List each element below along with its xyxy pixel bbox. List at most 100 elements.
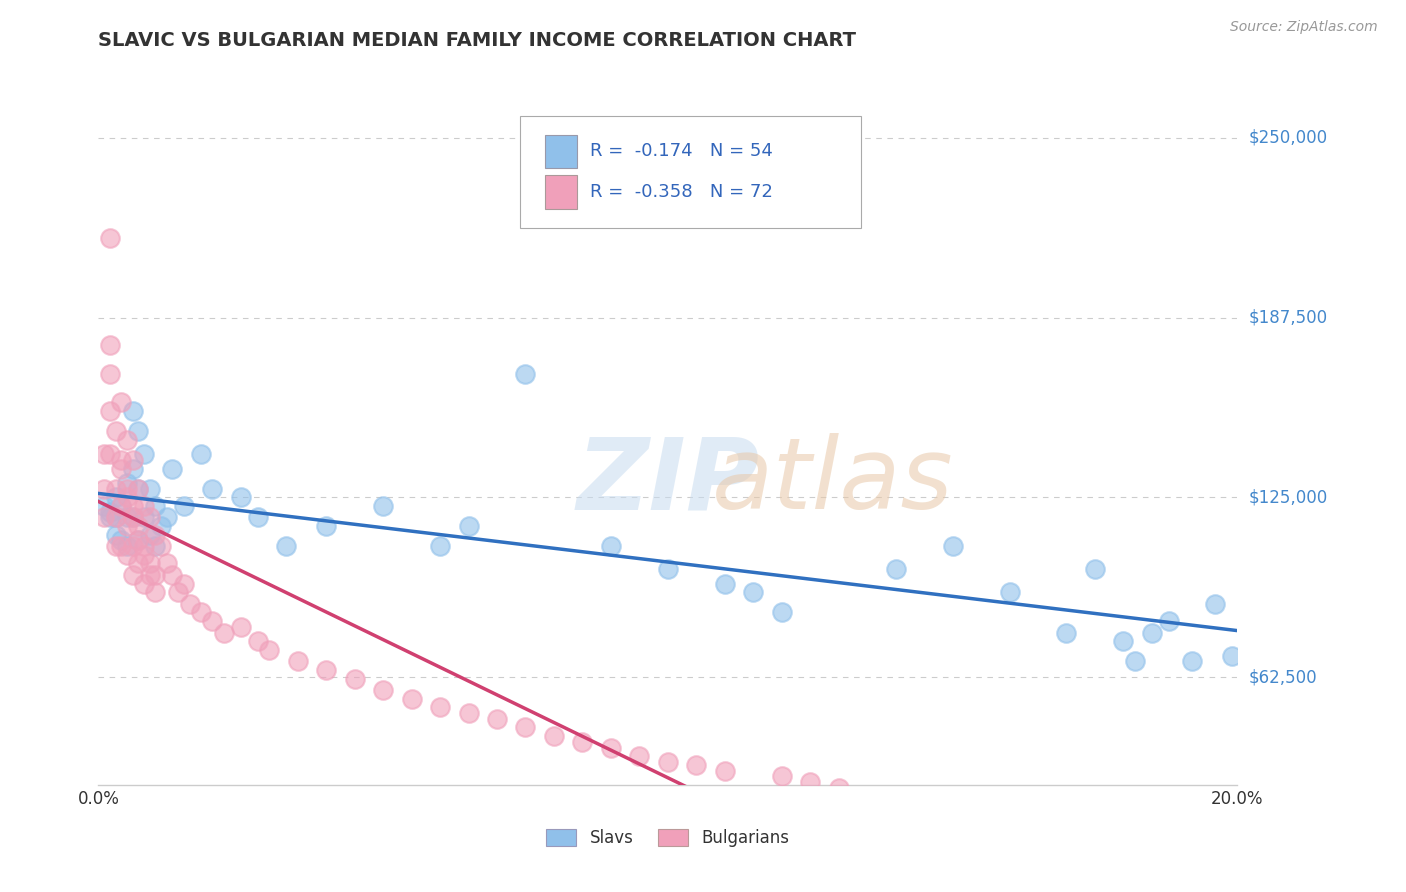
Point — [110, 453, 132, 467]
Point — [115, 510, 138, 524]
Point — [138, 568, 160, 582]
Point — [121, 499, 143, 513]
Point — [343, 672, 366, 686]
Point — [1112, 634, 1135, 648]
Point — [110, 499, 132, 513]
Point — [628, 749, 651, 764]
Point — [162, 461, 184, 475]
Point — [1157, 614, 1180, 628]
Point — [212, 625, 235, 640]
Point — [138, 482, 160, 496]
Point — [515, 367, 537, 381]
Point — [127, 424, 149, 438]
Point — [115, 482, 138, 496]
Point — [657, 755, 679, 769]
Point — [138, 527, 160, 541]
Point — [145, 568, 167, 582]
Point — [115, 491, 138, 505]
Point — [121, 404, 143, 418]
Point — [150, 519, 173, 533]
Point — [110, 539, 132, 553]
Point — [115, 475, 138, 490]
Point — [115, 539, 138, 553]
Text: $125,000: $125,000 — [1249, 488, 1327, 507]
Point — [127, 533, 149, 548]
Point — [287, 654, 309, 668]
Point — [132, 539, 155, 553]
Point — [127, 533, 149, 548]
Point — [127, 557, 149, 571]
Point — [1220, 648, 1243, 663]
Point — [104, 510, 127, 524]
Point — [121, 510, 143, 524]
Point — [998, 585, 1021, 599]
Point — [93, 499, 115, 513]
Point — [132, 499, 155, 513]
Point — [138, 510, 160, 524]
Point — [93, 447, 115, 461]
Text: $62,500: $62,500 — [1249, 668, 1317, 686]
Point — [138, 557, 160, 571]
Point — [121, 461, 143, 475]
Point — [104, 424, 127, 438]
Point — [98, 505, 121, 519]
Point — [127, 519, 149, 533]
Text: $187,500: $187,500 — [1249, 309, 1327, 326]
Point — [543, 729, 565, 743]
Point — [98, 447, 121, 461]
Point — [115, 433, 138, 447]
Point — [98, 367, 121, 381]
Point — [115, 519, 138, 533]
Point — [429, 539, 451, 553]
FancyBboxPatch shape — [520, 115, 862, 228]
Point — [315, 519, 337, 533]
Point — [457, 519, 479, 533]
Text: ZIP: ZIP — [576, 434, 759, 531]
Point — [121, 568, 143, 582]
Point — [145, 527, 167, 541]
Point — [486, 712, 509, 726]
Point — [714, 576, 737, 591]
Point — [229, 620, 252, 634]
Point — [770, 606, 793, 620]
Point — [401, 691, 423, 706]
Point — [770, 769, 793, 783]
Point — [1204, 597, 1226, 611]
Text: R =  -0.358   N = 72: R = -0.358 N = 72 — [591, 183, 773, 201]
Point — [276, 539, 298, 553]
Point — [179, 597, 201, 611]
Point — [121, 510, 143, 524]
Point — [145, 539, 167, 553]
Point — [98, 231, 121, 245]
Point — [1140, 625, 1163, 640]
Point — [457, 706, 479, 720]
Point — [229, 491, 252, 505]
Point — [1084, 562, 1107, 576]
Point — [98, 510, 121, 524]
Point — [714, 764, 737, 778]
Point — [657, 562, 679, 576]
Point — [173, 576, 195, 591]
Point — [742, 585, 765, 599]
Point — [373, 499, 395, 513]
Point — [167, 585, 190, 599]
Point — [190, 447, 212, 461]
Point — [173, 499, 195, 513]
Point — [156, 557, 179, 571]
Point — [145, 585, 167, 599]
Point — [259, 642, 281, 657]
Point — [110, 499, 132, 513]
Point — [132, 510, 155, 524]
Point — [685, 757, 707, 772]
Point — [828, 780, 851, 795]
Point — [104, 482, 127, 496]
Text: SLAVIC VS BULGARIAN MEDIAN FAMILY INCOME CORRELATION CHART: SLAVIC VS BULGARIAN MEDIAN FAMILY INCOME… — [98, 31, 856, 50]
Point — [127, 482, 149, 496]
FancyBboxPatch shape — [546, 175, 576, 209]
Point — [1123, 654, 1146, 668]
Point — [373, 683, 395, 698]
Point — [515, 721, 537, 735]
Point — [162, 568, 184, 582]
Point — [110, 395, 132, 409]
Point — [93, 482, 115, 496]
